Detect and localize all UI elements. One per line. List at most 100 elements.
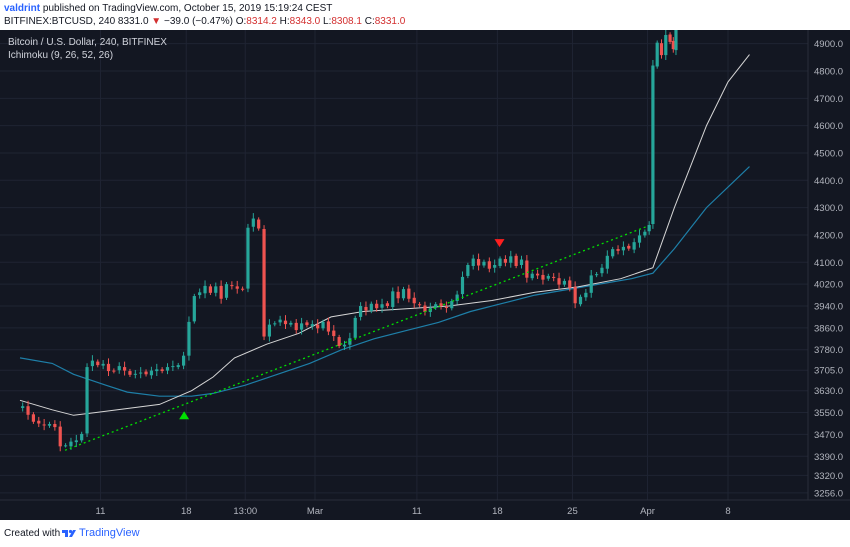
chart-legend: Bitcoin / U.S. Dollar, 240, BITFINEX Ich… [8, 36, 167, 62]
footer: Created with TradingView [0, 520, 850, 547]
candle-body [514, 255, 518, 266]
candle-body [246, 227, 250, 289]
y-tick-label: 3860.0 [814, 323, 843, 334]
candle-body [647, 224, 651, 232]
candle-body [568, 280, 572, 288]
markers [179, 239, 505, 420]
candle-body [557, 278, 561, 285]
x-tick-label: 18 [181, 506, 192, 517]
candle-body [637, 235, 642, 243]
tradingview-brand: TradingView [79, 527, 140, 539]
candle-body [444, 306, 449, 308]
candle-body [289, 322, 293, 325]
candle-body [573, 286, 577, 304]
candle-body [525, 260, 529, 278]
ohlc-low: L:8308.1 [323, 16, 362, 27]
candle-body [611, 249, 615, 257]
last-price: 8331.0 [117, 16, 149, 27]
candle-body [643, 231, 647, 236]
chart-background [0, 30, 850, 520]
y-tick-label: 3256.0 [814, 488, 843, 499]
y-tick-label: 3780.0 [814, 345, 843, 356]
candle-body [659, 43, 664, 56]
candle-body [122, 367, 127, 371]
y-tick-label: 4020.0 [814, 280, 843, 291]
candle-body [224, 284, 229, 298]
candle-body [396, 291, 400, 299]
price-change: −39.0 (−0.47%) [163, 16, 233, 27]
candle-body [139, 372, 143, 374]
y-tick-label: 4100.0 [814, 258, 843, 269]
candle-body [90, 360, 95, 367]
x-tick-label: 11 [96, 506, 106, 517]
published-text: published on TradingView.com, October 15… [42, 3, 333, 14]
tradingview-logo[interactable]: TradingView [62, 527, 140, 539]
candle-body [42, 424, 46, 426]
candle-body [267, 324, 272, 337]
y-tick-label: 4700.0 [814, 94, 843, 105]
candle-body [412, 297, 416, 304]
candle-body [37, 420, 41, 424]
sell-triangle-icon [494, 239, 505, 248]
ichimoku-white-line [19, 54, 750, 416]
candle-body [214, 286, 218, 293]
candle-body [664, 34, 668, 56]
candle-body [69, 441, 73, 447]
candle-body [240, 288, 245, 290]
price-chart[interactable]: 4900.0 4800.0 4700.0 4600.0 4500.0 4400.0 4300… [0, 30, 850, 520]
candle-body [535, 273, 540, 276]
candle-body [230, 285, 234, 287]
candle-body [53, 423, 57, 428]
candles [21, 30, 678, 452]
candle-body [616, 249, 620, 251]
candle-body [165, 367, 170, 371]
candle-body [519, 259, 524, 265]
candle-body [219, 285, 223, 299]
candle-body [407, 288, 411, 299]
candle-body [530, 273, 534, 279]
y-tick-label: 3705.0 [814, 366, 843, 377]
candle-body [294, 322, 298, 331]
candle-body [493, 265, 497, 268]
candle-body [423, 305, 427, 312]
candle-body [562, 280, 567, 285]
candle-body [369, 303, 373, 311]
candle-body [600, 267, 604, 274]
white-line-layer [19, 54, 750, 416]
chart-panel[interactable]: 4900.0 4800.0 4700.0 4600.0 4500.0 4400.0 4300… [0, 30, 850, 520]
candle-body [321, 321, 325, 329]
y-tick-label: 3470.0 [814, 430, 843, 441]
candle-body [160, 369, 164, 372]
candle-body [655, 42, 659, 67]
legend-indicator[interactable]: Ichimoku (9, 26, 52, 26) [8, 50, 114, 61]
tradingview-logo-icon [62, 529, 76, 537]
candle-body [58, 426, 62, 447]
candle-body [584, 292, 588, 298]
trendline-layer[interactable] [64, 225, 648, 451]
publish-header: valdrint published on TradingView.com, O… [0, 0, 850, 30]
dotted-trendline[interactable] [64, 225, 648, 451]
candle-body [541, 274, 545, 280]
candle-body [391, 291, 395, 307]
candle-body [632, 242, 636, 250]
candle-body [417, 304, 422, 306]
candle-body [47, 423, 52, 426]
candle-body [299, 323, 304, 330]
candle-body [117, 366, 121, 371]
candle-body [63, 445, 68, 447]
candle-body [450, 301, 454, 309]
blue-line-layer [19, 166, 750, 397]
candle-body [546, 275, 550, 279]
candle-body [21, 406, 25, 408]
author-link[interactable]: valdrint [4, 3, 41, 14]
candle-body [482, 261, 486, 266]
y-tick-label: 3320.0 [814, 471, 843, 482]
x-tick-label: Apr [640, 506, 655, 517]
legend-title: Bitcoin / U.S. Dollar, 240, BITFINEX [8, 37, 167, 48]
candle-body [80, 433, 84, 441]
candle-body [498, 258, 502, 266]
candle-body [96, 361, 100, 366]
ohlc-open: O:8314.2 [235, 16, 277, 27]
candle-body [305, 322, 309, 326]
candle-body [471, 258, 475, 266]
